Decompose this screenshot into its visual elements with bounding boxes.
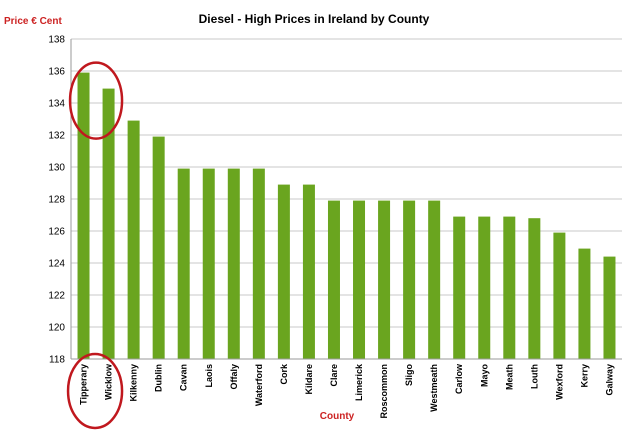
x-tick-label: Meath [504, 364, 514, 390]
bar [503, 216, 516, 359]
bar [252, 168, 265, 359]
y-tick-label: 126 [48, 227, 65, 238]
x-tick-label: Carlow [454, 363, 464, 394]
x-tick-label: Kildare [304, 364, 314, 395]
x-tick-label: Galway [604, 364, 614, 396]
bar [453, 216, 466, 359]
y-tick-label: 128 [48, 195, 65, 206]
y-tick-labels: 118 120 122 124 126 128 130 132 134 136 138 [48, 35, 65, 366]
y-tick-label: 122 [48, 291, 65, 302]
x-tick-label: Westmeath [429, 364, 439, 412]
y-tick-label: 134 [48, 99, 65, 110]
y-tick-label: 138 [48, 35, 65, 46]
bar [528, 218, 541, 359]
y-tick-label: 120 [48, 323, 65, 334]
x-tick-label: Tipperary [79, 364, 89, 405]
bar [127, 120, 140, 359]
highlight-circle-top [68, 61, 124, 140]
y-tick-label: 130 [48, 163, 65, 174]
y-axis-label: Price € Cent [4, 16, 62, 27]
bar [327, 200, 340, 359]
x-tick-label: Dublin [154, 364, 164, 392]
bar [353, 200, 366, 359]
x-tick-label: Wicklow [104, 363, 114, 400]
bar [478, 216, 491, 359]
x-tick-label: Roscommon [379, 364, 389, 419]
y-tick-label: 118 [49, 355, 65, 366]
x-axis-label: County [320, 411, 355, 422]
highlight-annotations [66, 61, 124, 430]
x-tick-label: Clare [329, 364, 339, 387]
bar [152, 136, 165, 359]
bar [177, 168, 190, 359]
x-tick-label: Laois [204, 364, 214, 388]
bar [302, 184, 315, 359]
y-tick-label: 132 [48, 131, 65, 142]
bar [77, 72, 90, 359]
bar [553, 232, 566, 359]
x-tick-label: Waterford [254, 364, 264, 406]
bar [102, 88, 115, 359]
x-tick-label: Cavan [179, 364, 189, 391]
bar [277, 184, 290, 359]
bars [77, 72, 616, 359]
x-tick-label: Kilkenny [129, 364, 139, 402]
x-tick-label: Mayo [479, 364, 489, 388]
bar [428, 200, 441, 359]
x-tick-label: Louth [529, 364, 539, 389]
x-tick-label: Offaly [229, 364, 239, 390]
x-tick-label: Kerry [579, 364, 589, 388]
bar [403, 200, 416, 359]
y-tick-label: 136 [48, 67, 65, 78]
x-tick-label: Wexford [554, 364, 564, 400]
bar [227, 168, 240, 359]
x-tick-label: Cork [279, 363, 289, 384]
bar [578, 248, 591, 359]
x-tick-label: Sligo [404, 363, 414, 386]
x-tick-label: Limerick [354, 363, 364, 401]
bar [603, 256, 616, 359]
bar [378, 200, 391, 359]
x-tick-labels: Tipperary Wicklow Kilkenny Dublin Cavan Laois… [79, 363, 615, 419]
bar [202, 168, 215, 359]
chart-title: Diesel - High Prices in Ireland by Count… [199, 12, 430, 26]
highlight-circle-bottom [66, 352, 124, 430]
y-tick-label: 124 [48, 259, 65, 270]
